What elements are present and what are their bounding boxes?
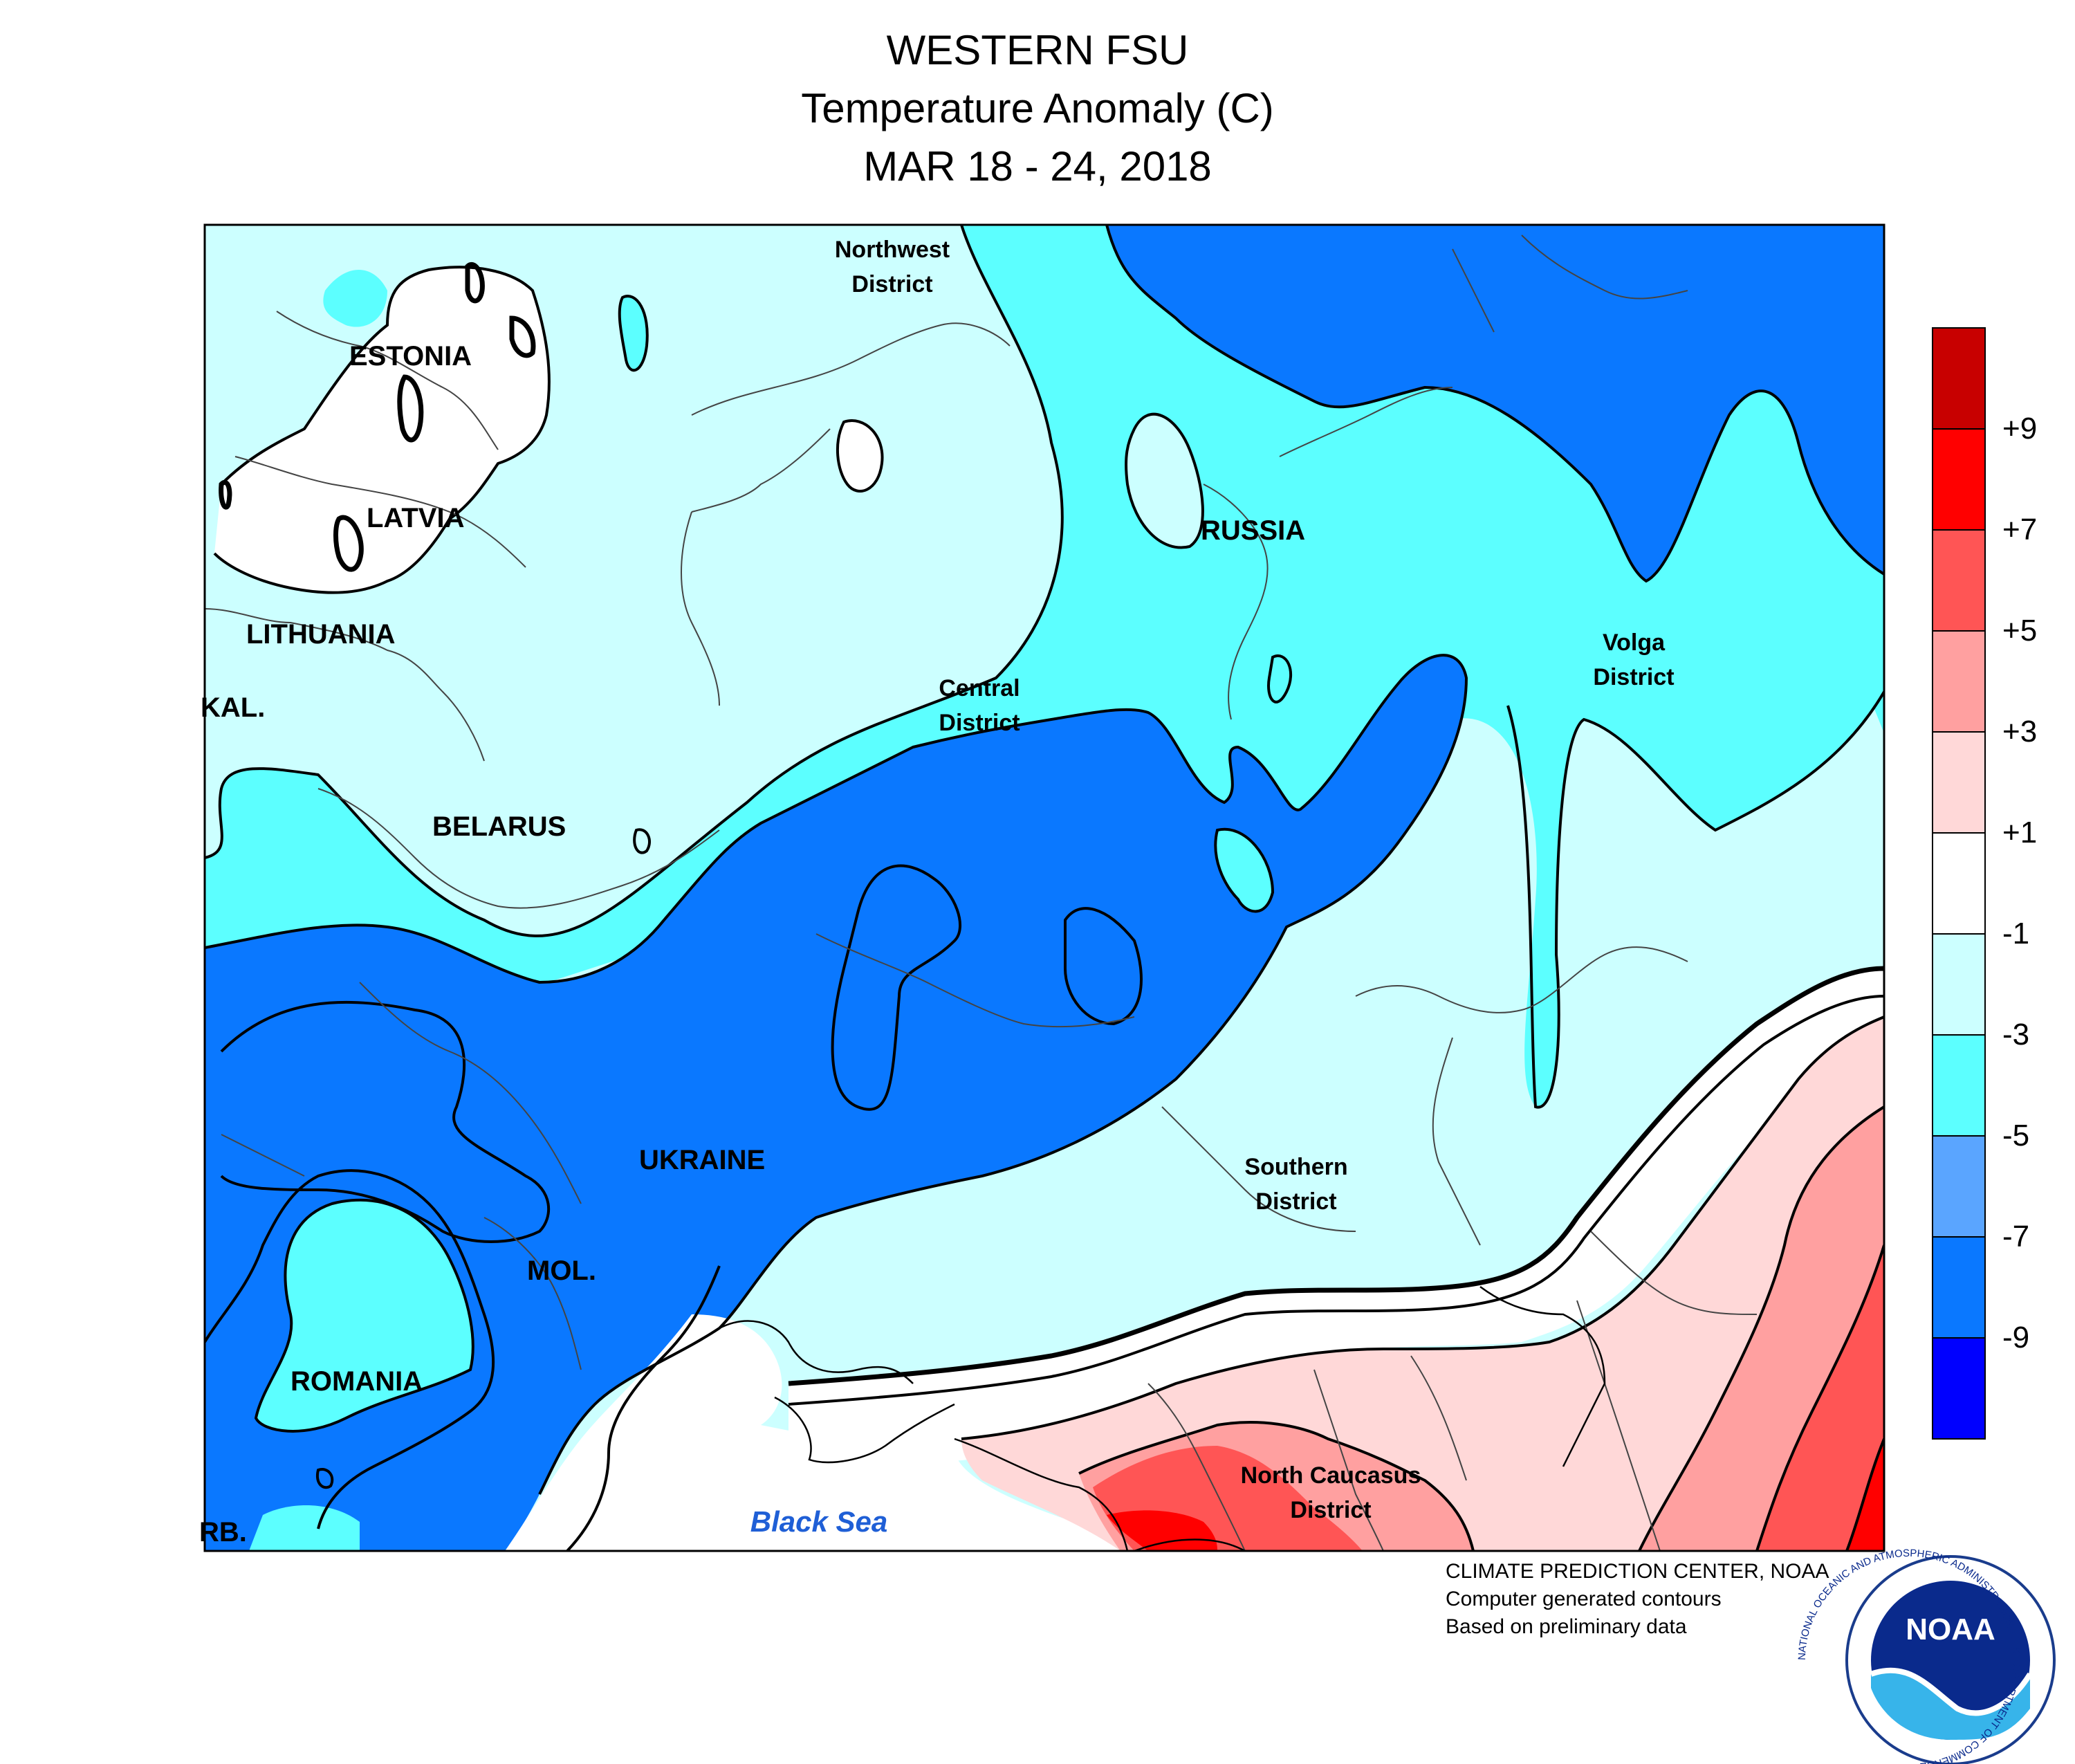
legend-swatch xyxy=(1932,832,1986,935)
label-volga-district-line1: Volga xyxy=(1603,630,1666,656)
legend-label: -9 xyxy=(2002,1321,2030,1354)
district-labels: Northwest District Central District Volg… xyxy=(835,237,1675,1523)
legend-swatch xyxy=(1932,327,1986,430)
title-line-3: MAR 18 - 24, 2018 xyxy=(863,143,1212,190)
legend-swatch xyxy=(1932,1034,1986,1137)
label-southern-district-line2: District xyxy=(1255,1188,1336,1215)
label-central-district-line2: District xyxy=(939,710,1020,736)
legend-label: -1 xyxy=(2002,917,2030,950)
label-black-sea: Black Sea xyxy=(750,1505,887,1538)
noaa-logo: NOAA NATIONAL OCEANIC AND ATMOSPHERIC AD… xyxy=(1796,1547,2056,1764)
legend-label: +9 xyxy=(2002,412,2038,445)
contour-lines xyxy=(205,225,1884,1551)
anomaly-band-minus5-minus3 xyxy=(205,225,1884,1108)
legend-colorbar xyxy=(1932,327,1986,1440)
legend-label: -3 xyxy=(2002,1018,2030,1051)
anomaly-map xyxy=(205,225,1884,1551)
label-belarus: BELARUS xyxy=(432,811,566,842)
legend-label: -7 xyxy=(2002,1220,2030,1253)
label-north-caucasus-district-line1: North Caucasus xyxy=(1241,1462,1421,1489)
label-northwest-district-line2: District xyxy=(851,271,932,297)
legend-label: -5 xyxy=(2002,1119,2030,1152)
anomaly-band-minus1-plus1 xyxy=(788,968,1884,1462)
legend-swatch xyxy=(1932,731,1986,834)
label-southern-district-line1: Southern xyxy=(1244,1154,1347,1180)
label-lithuania: LITHUANIA xyxy=(246,619,396,650)
map-frame xyxy=(203,223,1885,1552)
legend-label: +7 xyxy=(2002,513,2038,546)
label-north-caucasus-district-line2: District xyxy=(1290,1497,1371,1523)
legend-label: +5 xyxy=(2002,614,2038,647)
legend-swatch xyxy=(1932,1135,1986,1238)
legend-swatch xyxy=(1932,1337,1986,1440)
noaa-logo-text: NOAA xyxy=(1906,1613,1995,1646)
legend-swatch xyxy=(1932,630,1986,733)
country-borders xyxy=(205,235,1758,1551)
label-kaliningrad: KAL. xyxy=(201,692,265,723)
legend-swatch xyxy=(1932,529,1986,632)
anomaly-band-minus9-minus7 xyxy=(205,655,1466,1551)
legend-label: +3 xyxy=(2002,715,2038,748)
legend-swatch xyxy=(1932,428,1986,531)
label-moldova: MOL. xyxy=(527,1256,596,1286)
legend-swatch xyxy=(1932,1236,1986,1339)
title-line-2: Temperature Anomaly (C) xyxy=(801,85,1274,131)
anomaly-band-plus7-plus9 xyxy=(1107,1510,1217,1551)
label-serbia: RB. xyxy=(199,1517,247,1547)
label-ukraine: UKRAINE xyxy=(639,1145,765,1175)
label-romania: ROMANIA xyxy=(290,1366,423,1397)
label-estonia: ESTONIA xyxy=(349,341,472,371)
map-labels: ESTONIA LATVIA LITHUANIA KAL. BELARUS UK… xyxy=(199,341,1305,1547)
credit-line-1: CLIMATE PREDICTION CENTER, NOAA xyxy=(1446,1560,1829,1583)
anomaly-band-plus1-plus3 xyxy=(961,1017,1884,1551)
credit-line-3: Based on preliminary data xyxy=(1446,1615,1687,1638)
legend-label: +1 xyxy=(2002,816,2038,849)
label-volga-district-line2: District xyxy=(1593,664,1674,690)
label-northwest-district-line1: Northwest xyxy=(835,237,950,263)
label-russia: RUSSIA xyxy=(1201,515,1305,546)
legend-swatch xyxy=(1932,933,1986,1036)
title-line-1: WESTERN FSU xyxy=(886,27,1189,73)
label-central-district-line1: Central xyxy=(939,675,1020,701)
credit-line-2: Computer generated contours xyxy=(1446,1588,1722,1610)
coastlines xyxy=(719,1285,1606,1551)
label-latvia: LATVIA xyxy=(367,503,464,533)
